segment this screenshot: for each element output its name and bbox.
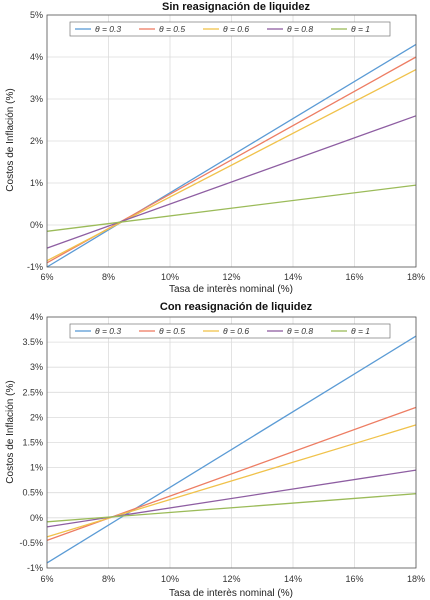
legend-label: θ = 0.8 (287, 326, 313, 336)
y-tick-label: 1% (30, 463, 43, 473)
y-tick-label: 0% (30, 220, 43, 230)
x-tick-label: 16% (345, 574, 363, 584)
legend-label: θ = 0.6 (223, 326, 249, 336)
y-tick-label: -1% (27, 262, 43, 272)
y-tick-label: 0.5% (22, 488, 43, 498)
legend-label: θ = 0.3 (95, 24, 121, 34)
legend: θ = 0.3 θ = 0.5 θ = 0.6 θ = 0.8 θ = 1 (69, 21, 391, 37)
legend-box (69, 323, 391, 339)
y-tick-label: 4% (30, 312, 43, 322)
x-tick-label: 12% (222, 272, 240, 282)
y-tick-label: 2% (30, 412, 43, 422)
x-tick-label: 16% (345, 272, 363, 282)
series-line-4 (46, 115, 417, 249)
y-tick-label: -0.5% (19, 538, 43, 548)
chart-con-reasignacion-svg: Con reasignación de liquidez Tasa de int… (5, 301, 425, 599)
y-axis-label: Costos de Inflación (%) (5, 380, 16, 483)
x-axis-label: Tasa de interès nominal (%) (169, 284, 293, 295)
y-tick-label: 3% (30, 94, 43, 104)
series-line-1 (46, 43, 417, 268)
legend: θ = 0.3 θ = 0.5 θ = 0.6 θ = 0.8 θ = 1 (69, 323, 391, 339)
series-line-1 (46, 335, 417, 564)
series-line-3 (46, 424, 417, 538)
legend-label: θ = 1 (351, 326, 370, 336)
plot-frame (46, 316, 417, 569)
y-tick-label: -1% (27, 563, 43, 573)
legend-label: θ = 0.6 (223, 24, 249, 34)
legend-label: θ = 1 (351, 24, 370, 34)
y-tick-label: 2% (30, 136, 43, 146)
y-tick-label: 0% (30, 513, 43, 523)
chart-panel-con-reasignacion: Con reasignación de liquidez Tasa de int… (0, 300, 430, 600)
y-axis-label: Costos de Inflación (%) (5, 88, 16, 191)
x-tick-label: 10% (161, 272, 179, 282)
legend-label: θ = 0.8 (287, 24, 313, 34)
series-line-5 (46, 493, 417, 523)
x-tick-label: 10% (161, 574, 179, 584)
y-tick-label: 2.5% (22, 387, 43, 397)
chart-sin-reasignacion-svg: Sin reasignación de liquidez Tasa de int… (5, 1, 425, 295)
y-tick-label: 3% (30, 362, 43, 372)
x-tick-label: 12% (222, 574, 240, 584)
x-tick-label: 6% (40, 272, 53, 282)
y-tick-label: 4% (30, 52, 43, 62)
legend-label: θ = 0.5 (159, 326, 185, 336)
y-tick-label: 3.5% (22, 337, 43, 347)
x-tick-label: 6% (40, 574, 53, 584)
chart-title: Sin reasignación de liquidez (162, 1, 310, 13)
x-tick-label: 8% (102, 574, 115, 584)
x-tick-label: 18% (407, 272, 425, 282)
x-tick-label: 14% (284, 574, 302, 584)
chart-title: Con reasignación de liquidez (160, 301, 313, 313)
y-tick-label: 1% (30, 178, 43, 188)
x-tick-label: 8% (102, 272, 115, 282)
chart-panel-sin-reasignacion: Sin reasignación de liquidez Tasa de int… (5, 1, 425, 295)
x-tick-label: 14% (284, 272, 302, 282)
y-tick-label: 1.5% (22, 438, 43, 448)
x-axis-label: Tasa de interès nominal (%) (169, 588, 293, 599)
x-tick-label: 18% (407, 574, 425, 584)
y-tick-label: 5% (30, 10, 43, 20)
series-line-3 (46, 69, 417, 262)
plot-frame (46, 14, 417, 268)
legend-box (69, 21, 391, 37)
series-line-5 (46, 184, 417, 232)
legend-label: θ = 0.5 (159, 24, 185, 34)
legend-label: θ = 0.3 (95, 326, 121, 336)
